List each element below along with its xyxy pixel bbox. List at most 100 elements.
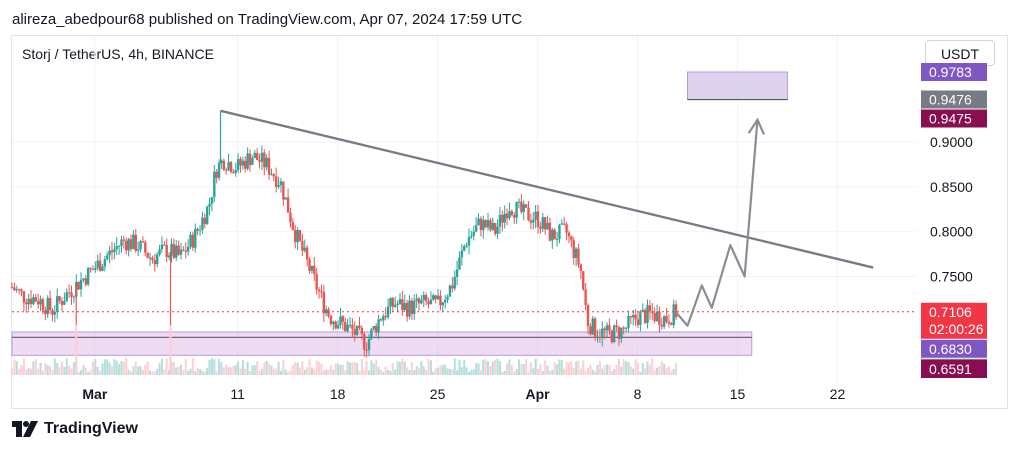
volume-bar [94,358,97,375]
candle-body [106,255,109,260]
volume-bar [296,362,299,375]
price-tag-label: 0.9476 [929,91,972,107]
candle-body [432,295,435,300]
volume-bar [151,371,154,375]
volume-bar [25,369,28,375]
volume-bar [617,358,620,375]
volume-bar [332,369,335,375]
volume-bar [463,359,466,375]
volume-bar [398,361,401,375]
candle-body [532,219,535,223]
candle-body [463,246,466,251]
candle-body [634,314,637,320]
candle-body [396,304,399,306]
volume-bar [389,371,392,375]
candle-body [584,289,587,306]
volume-bar [234,364,237,375]
volume-bar [58,366,61,375]
volume-bar [313,369,316,375]
volume-bar [513,371,516,375]
candle-body [320,291,323,293]
volume-bar [594,371,597,375]
candle-body [72,296,76,298]
candle-body [329,315,333,325]
volume-bar [320,363,323,375]
volume-bar [387,369,390,375]
volume-bar [99,371,102,375]
candle-body [498,214,502,227]
candle-body [84,278,87,285]
candle-body [374,325,378,333]
candle-body [555,239,559,241]
candle-body [132,234,135,249]
candle-body [417,298,421,304]
candle-body [234,169,237,173]
support-zone [11,331,753,356]
volume-bar [653,370,656,375]
volume-bar [456,370,459,375]
candle-body [574,248,578,258]
volume-bar [596,364,599,375]
volume-bar [134,361,137,375]
volume-bar [579,368,582,375]
volume-bar [294,362,297,375]
volume-bar [272,368,275,375]
volume-bar [194,371,197,375]
candle-body [27,298,30,305]
candle-body [451,285,454,289]
candle-body [563,223,566,225]
symbol-title: Storj / TetherUS, 4h, BINANCE [22,46,214,62]
candle-body [358,325,361,328]
x-tick-label: Apr [525,386,550,402]
volume-bar [49,365,52,375]
volume-bar [510,364,513,375]
candle-body [501,214,504,223]
volume-bar [77,371,80,375]
candle-body [344,321,347,332]
candle-body [658,311,661,326]
candle-body [363,333,366,350]
volume-bar [644,368,647,375]
volume-bar [253,365,256,375]
volume-bar [87,371,90,375]
volume-bar [344,370,347,375]
volume-bar [106,359,109,375]
volume-bar [220,362,223,375]
volume-bar [441,365,444,375]
volume-spike [75,325,78,375]
candle-body [222,160,226,170]
volume-bar [249,371,252,375]
volume-bar [636,363,639,375]
volume-bar [132,366,135,375]
candle-body [251,157,254,165]
volume-bar [168,369,171,375]
candle-body [413,300,416,315]
candle-body [163,244,166,246]
x-tick-label: 11 [230,386,245,402]
volume-bar [65,358,68,375]
volume-bar [558,359,561,375]
volume-bar [210,358,213,375]
candle-body [246,153,249,169]
candle-body [674,304,678,318]
volume-bar [89,370,92,375]
x-tick-label: 22 [830,386,846,402]
volume-bar [415,366,418,375]
candle-body [567,232,571,237]
tradingview-logo[interactable]: TradingView [12,420,138,438]
candle-body [672,304,675,326]
volume-bar [394,369,397,375]
volume-bar [615,364,618,375]
volume-bar [251,365,254,375]
volume-bar [325,369,328,375]
volume-bar [648,364,651,375]
candle-body [136,249,140,251]
volume-bar [156,368,159,375]
candle-body [125,240,128,251]
candle-body [608,325,611,331]
volume-bar [413,370,416,375]
volume-bar [506,363,509,375]
candle-body [339,316,342,325]
candle-body [439,295,442,306]
